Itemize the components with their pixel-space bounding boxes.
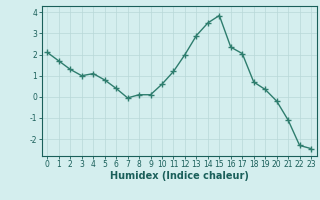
X-axis label: Humidex (Indice chaleur): Humidex (Indice chaleur) [110, 171, 249, 181]
